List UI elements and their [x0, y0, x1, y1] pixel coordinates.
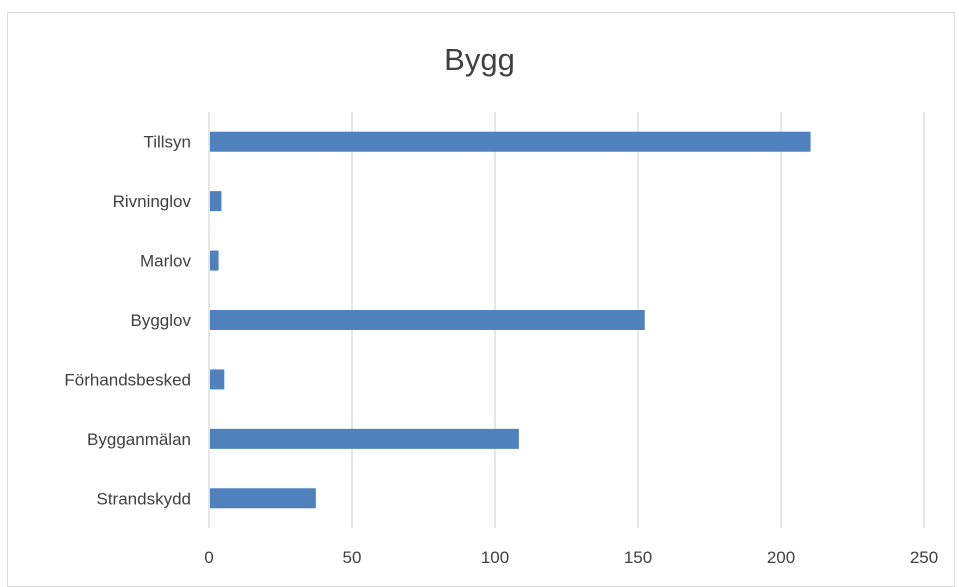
x-tick-label: 250: [910, 548, 938, 567]
y-category-label: Förhandsbesked: [64, 370, 191, 389]
bar-förhandsbesked[interactable]: [210, 369, 225, 390]
bar-marlov[interactable]: [210, 250, 219, 271]
x-tick-label: 50: [343, 548, 362, 567]
bar-tillsyn[interactable]: [210, 131, 811, 152]
bar-bygglov[interactable]: [210, 310, 645, 330]
y-category-label: Bygglov: [131, 311, 192, 330]
y-category-label: Bygganmälan: [87, 430, 191, 449]
bar-strandskydd[interactable]: [210, 488, 316, 509]
chart-frame: [7, 12, 955, 587]
y-category-label: Rivninglov: [113, 192, 192, 211]
x-tick-label: 100: [481, 548, 509, 567]
y-category-label: Strandskydd: [97, 489, 192, 508]
x-tick-label: 150: [624, 548, 652, 567]
y-category-label: Marlov: [140, 252, 192, 271]
bar-rivninglov[interactable]: [210, 191, 222, 212]
x-tick-label: 200: [767, 548, 795, 567]
y-category-label: Tillsyn: [143, 133, 191, 152]
chart-title: Bygg: [444, 42, 515, 77]
x-tick-label: 0: [204, 548, 213, 567]
bar-bygganmälan[interactable]: [210, 428, 519, 449]
